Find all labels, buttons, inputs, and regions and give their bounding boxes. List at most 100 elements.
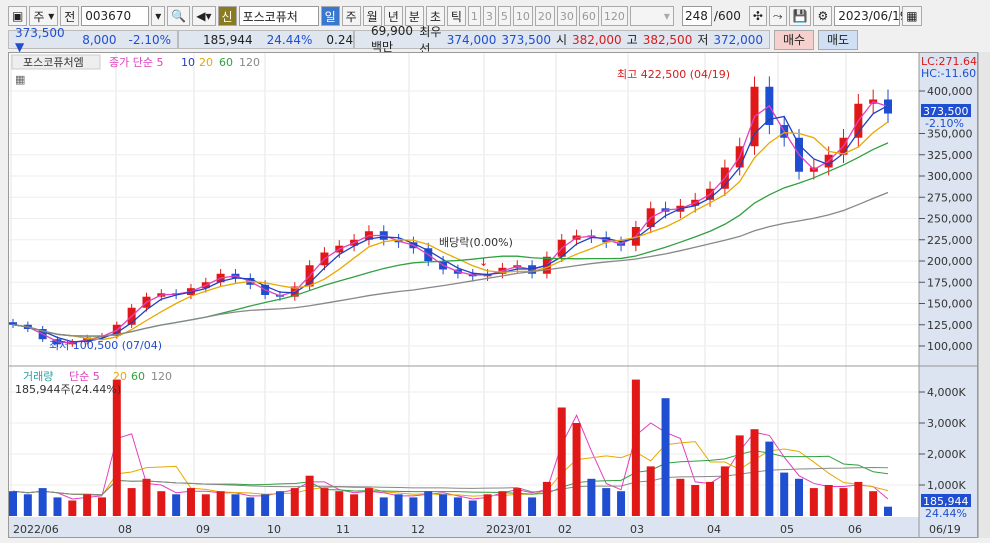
- price-tick-label: 275,000: [927, 191, 973, 204]
- volume-bar: [424, 491, 433, 516]
- dropdown-icon[interactable]: ▾: [151, 6, 166, 26]
- tab-second[interactable]: 초: [425, 6, 445, 26]
- volume-bar: [335, 491, 344, 516]
- low-label: 저: [697, 33, 709, 47]
- add-indicator-icon[interactable]: ⤳: [768, 6, 787, 26]
- change: 8,000: [82, 32, 117, 47]
- volume-tick-label: 3,000K: [927, 417, 966, 430]
- interval-1[interactable]: 1: [467, 6, 481, 26]
- custom-interval-select[interactable]: ▾: [629, 6, 674, 26]
- volume-bar: [587, 478, 596, 516]
- count-input[interactable]: 248: [681, 6, 712, 26]
- volume-bar: [9, 491, 17, 516]
- x-tick-label: 2023/01: [486, 523, 532, 536]
- x-tick-label: 08: [118, 523, 132, 536]
- new-button[interactable]: 신: [217, 6, 237, 26]
- layout-icon[interactable]: ▣: [8, 6, 28, 26]
- volume-tick-label: 1,000K: [927, 479, 966, 492]
- volume-bar: [750, 429, 759, 516]
- vol-tag-bg: [921, 494, 971, 507]
- ask-price: 374,000: [446, 32, 497, 47]
- date-input[interactable]: 2023/06/19: [834, 6, 907, 26]
- volume-bar: [172, 494, 181, 516]
- tab-tick[interactable]: 틱: [446, 6, 466, 26]
- buy-button[interactable]: 매수: [774, 29, 814, 50]
- interval-20[interactable]: 20: [534, 6, 555, 26]
- volume-bar: [676, 478, 685, 516]
- interval-5[interactable]: 5: [497, 6, 511, 26]
- volume-bar: [38, 488, 47, 516]
- volume-bar: [350, 494, 359, 516]
- volume-bar: [186, 488, 195, 516]
- vol-ma-legend: 단순 5: [69, 370, 100, 383]
- stock-name-legend: 포스코퓨처엠: [23, 56, 84, 69]
- date-axis-bg: [9, 517, 977, 537]
- grid-icon[interactable]: ▦: [15, 73, 25, 86]
- interval-10[interactable]: 10: [512, 6, 533, 26]
- volume-bar: [617, 491, 626, 516]
- crosshair-icon[interactable]: ✣: [748, 6, 767, 26]
- volume-bar: [53, 497, 62, 516]
- amount: 69,900백만: [371, 24, 413, 54]
- x-tick-label: 11: [336, 523, 350, 536]
- volume-tick-label: 4,000K: [927, 386, 966, 399]
- tab-day[interactable]: 일: [320, 6, 340, 26]
- volume-bar: [68, 500, 77, 516]
- volume-bar: [394, 494, 403, 516]
- prev-button[interactable]: 전: [60, 6, 80, 26]
- search-icon[interactable]: 🔍: [167, 6, 191, 26]
- volume-bar: [157, 491, 166, 516]
- volume-bar: [409, 497, 418, 516]
- gear-icon[interactable]: ⚙: [813, 6, 833, 26]
- stock-code-input[interactable]: 003670: [81, 6, 150, 26]
- x-tick-label: 05: [780, 523, 794, 536]
- vertical-scrollbar[interactable]: [978, 52, 990, 538]
- x-tick-label: 04: [707, 523, 721, 536]
- interval-30[interactable]: 30: [556, 6, 577, 26]
- tab-year[interactable]: 년: [383, 6, 403, 26]
- price-tick-label: 250,000: [927, 213, 973, 226]
- volume-bar: [824, 485, 833, 516]
- volume-bar: [379, 497, 388, 516]
- volume-bar: [572, 423, 581, 516]
- x-tick-label: 12: [411, 523, 425, 536]
- high-annotation: 최고 422,500 (04/19): [617, 68, 730, 81]
- volume-bar: [364, 488, 373, 516]
- volume-bar: [691, 485, 700, 516]
- volume-bar: [765, 441, 774, 516]
- tab-month[interactable]: 월: [362, 6, 382, 26]
- tab-week[interactable]: 주: [341, 6, 361, 26]
- vol-ma20-legend: 20: [113, 370, 127, 383]
- price-tick-label: 300,000: [927, 170, 973, 183]
- period-type-select[interactable]: 주 ▾: [29, 6, 59, 26]
- vol-ma120-legend: 120: [151, 370, 172, 383]
- sell-button[interactable]: 매도: [818, 29, 858, 50]
- volume-bar: [735, 435, 744, 516]
- save-icon[interactable]: 💾: [788, 6, 812, 26]
- x-tick-label: 02: [558, 523, 572, 536]
- period-type: 주: [33, 9, 45, 24]
- stock-name-field[interactable]: 포스코퓨처: [238, 6, 319, 26]
- interval-3[interactable]: 3: [482, 6, 496, 26]
- stock-name-legend-box[interactable]: [11, 54, 101, 70]
- stock-chart[interactable]: 2022/06 08 09 10 11 12 2023/01 02 03 04 05 06 400,00…: [8, 52, 978, 538]
- candle-body: [9, 322, 17, 325]
- price-detail: 69,900백만 최우선 374,000 373,500 시 382,000 고…: [354, 24, 770, 56]
- low-annotation: 최저 100,500 (07/04): [49, 339, 162, 352]
- volume-bar: [468, 500, 477, 516]
- volume-bar: [513, 488, 522, 516]
- interval-60[interactable]: 60: [578, 6, 599, 26]
- calendar-icon[interactable]: ▦: [902, 6, 922, 26]
- x-tick-label: 03: [630, 523, 644, 536]
- volume-bar: [557, 407, 566, 516]
- price-tick-label: 200,000: [927, 255, 973, 268]
- x-tick-label: 06: [848, 523, 862, 536]
- volume-bar: [112, 379, 121, 516]
- interval-120[interactable]: 120: [600, 6, 628, 26]
- speaker-icon[interactable]: ◀▾: [192, 6, 216, 26]
- tab-minute[interactable]: 분: [404, 6, 424, 26]
- current-price: 373,500 ▼: [15, 25, 65, 54]
- ma10-line: [12, 105, 889, 343]
- volume-bar: [23, 494, 32, 516]
- change-pct: -2.10%: [128, 32, 171, 47]
